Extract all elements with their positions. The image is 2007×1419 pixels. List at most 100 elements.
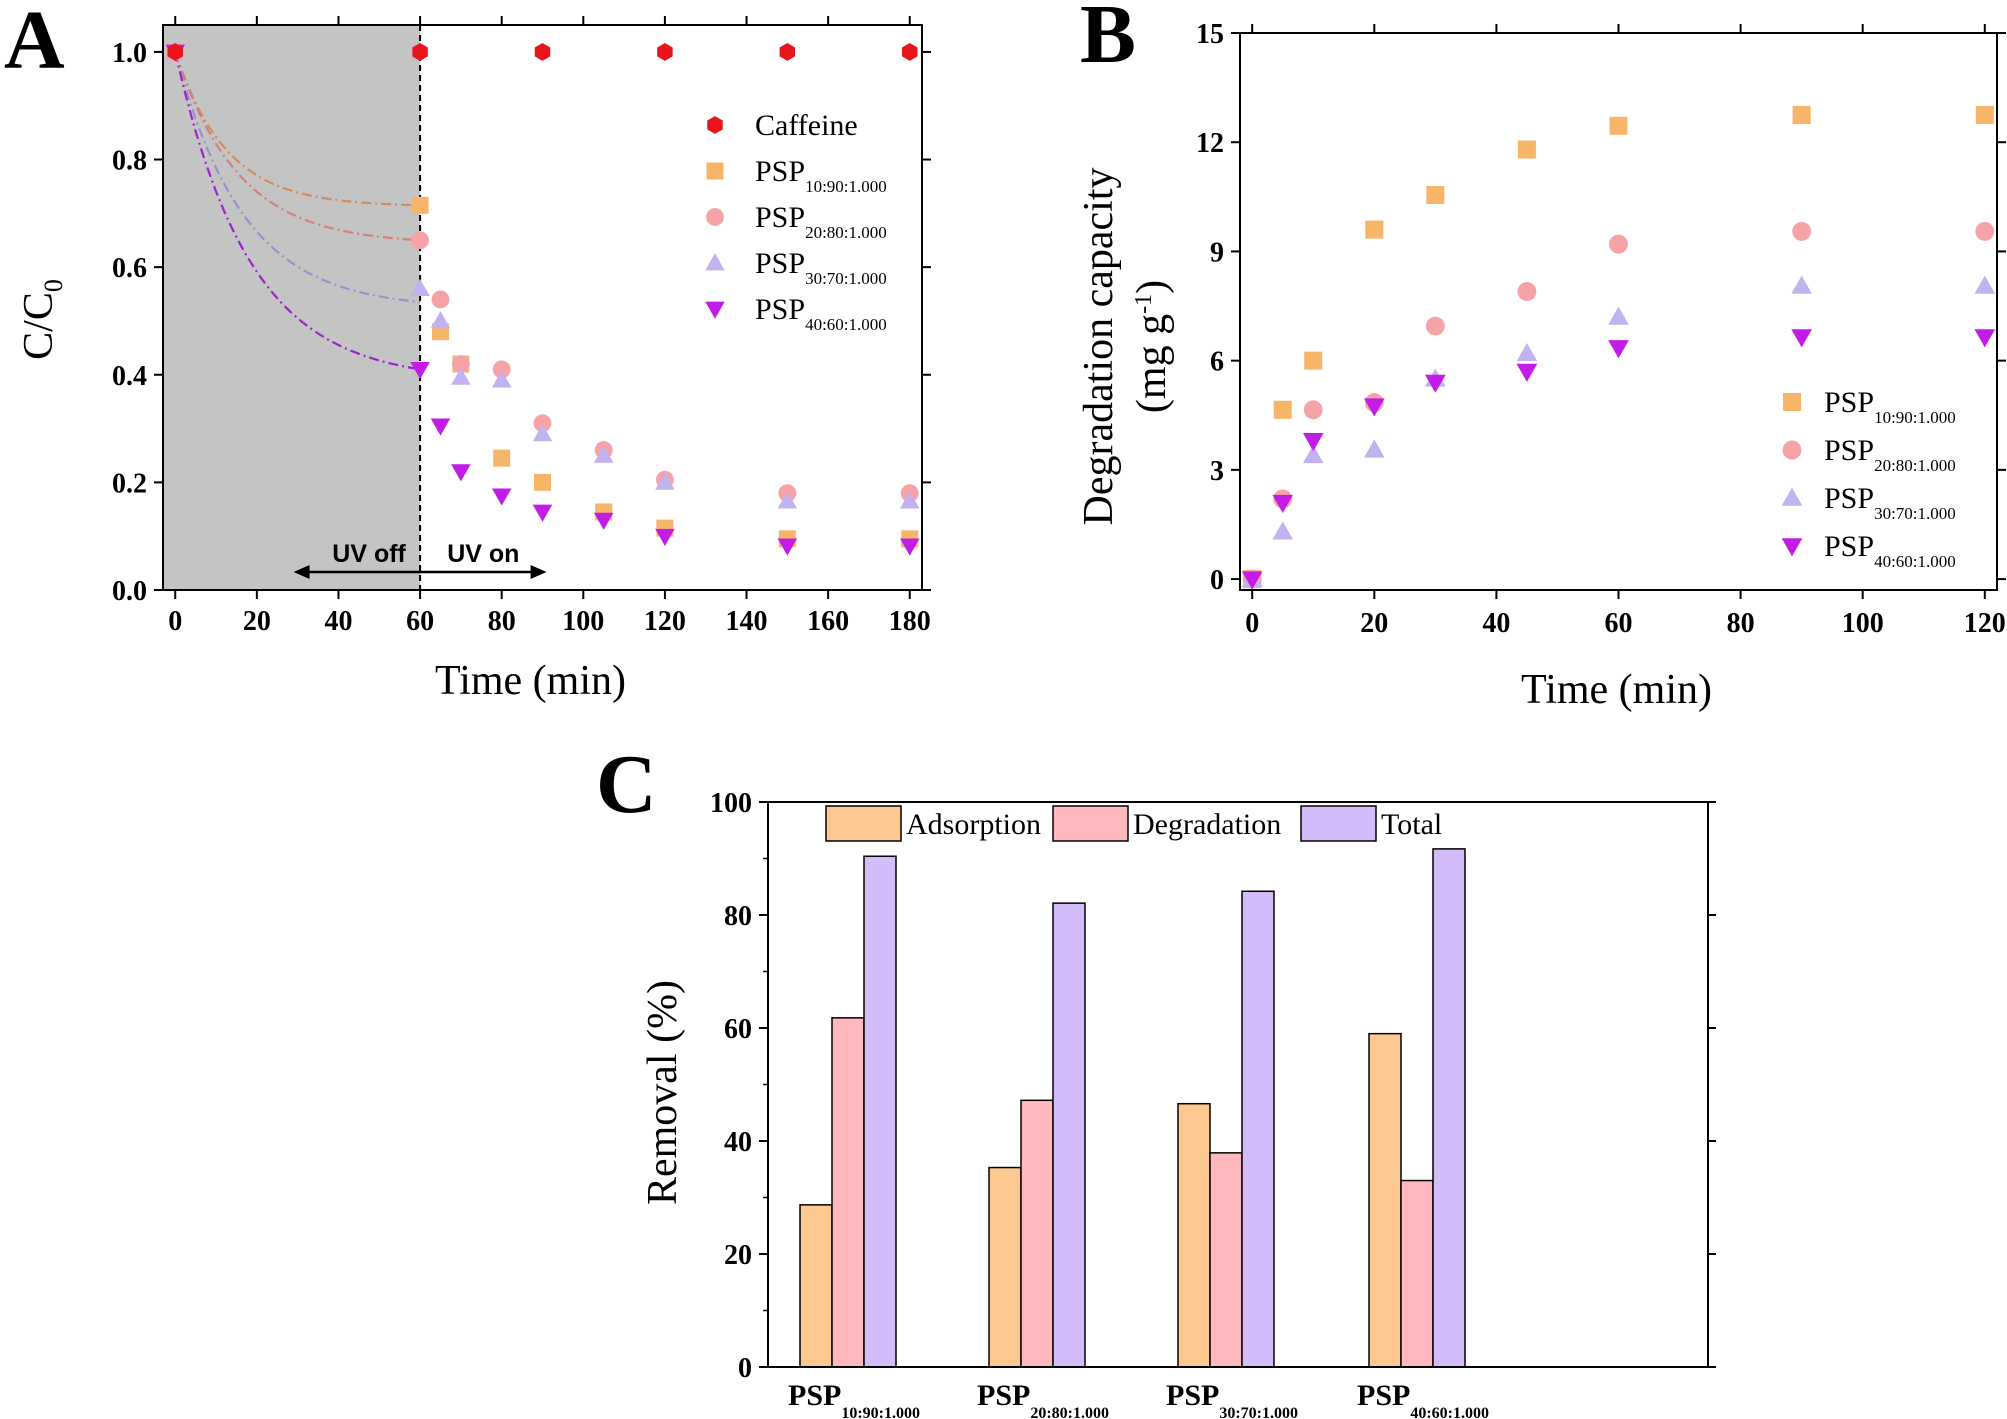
legend-b-name-psp20: PSP [1824,434,1874,467]
legend-b-sub-psp10: 10:90:1.000 [1874,408,1956,427]
category-name-1: PSP [977,1379,1030,1412]
legend-b-label-psp30: PSP30:70:1.000 [1824,482,1956,523]
point-psp30-8 [777,491,798,509]
panel-b-y-axis-label-line2: (mg g-1) [1129,280,1175,413]
bar-adsorption-2 [1177,1102,1211,1368]
point-b-psp40-4 [1425,374,1446,393]
b-x-tick-label-100: 100 [1842,608,1884,639]
legend-b-marker-psp30 [1781,487,1803,506]
b-y-tick-label-12: 12 [1196,128,1224,159]
panel-a-y-label-sub: 0 [39,279,68,292]
b-x-tick-label-80: 80 [1727,608,1755,639]
point-b-psp30-8 [1974,275,1996,294]
uv-on-arrowhead [530,565,547,579]
point-b-psp30-7 [1791,275,1812,294]
bar-total-0 [863,855,897,1368]
point-b-psp10-7 [1792,105,1811,124]
point-psp30-4 [491,370,512,388]
a-x-tick-label-180: 180 [889,606,931,637]
point-b-psp40-2 [1302,432,1324,452]
panel-a-uv-annotation: UV off UV on [163,540,547,591]
legend-name-psp30: PSP [755,247,805,280]
point-b-psp10-1 [1273,400,1292,419]
panel-b-y-axis-label-line1: Degradation capacity [1076,168,1122,526]
category-sub-3: 40:60:1.000 [1410,1405,1489,1419]
point-psp40-9 [899,538,920,556]
a-x-tick-label-140: 140 [726,606,768,637]
point-psp40-7 [655,528,675,546]
legend-b-name-psp40: PSP [1824,530,1874,563]
bar-total-1 [1052,902,1086,1368]
point-b-psp10-6 [1609,116,1628,135]
point-b-psp10-3 [1365,220,1384,239]
uv-off-label: UV off [332,540,406,568]
point-b-psp30-5 [1516,343,1538,362]
legend-c-label-total: Total [1381,808,1442,841]
panel-b-x-axis-label: Time (min) [1521,667,1712,713]
a-y-tick-label-0.4: 0.4 [112,361,147,392]
c-y-tick-label-80: 80 [724,901,752,932]
a-x-tick-label-100: 100 [562,606,604,637]
point-psp20-2 [431,290,450,309]
point-b-psp10-5 [1517,140,1536,159]
a-x-tick-label-40: 40 [324,606,352,637]
point-psp20-3 [451,355,470,373]
point-psp30-2 [430,311,451,329]
legend-sub-psp40: 40:60:1.000 [805,315,887,334]
point-b-psp30-6 [1608,306,1629,325]
legend-label-caffeine: Caffeine [755,109,858,142]
panel-a-y-ticks: 0.0 0.2 0.4 0.6 0.8 1.0 [112,38,931,607]
panel-b-y-label-sup: -1 [1131,294,1157,314]
point-caffeine-1 [412,42,428,61]
point-b-psp40-5 [1516,363,1538,382]
legend-b-name-psp10: PSP [1824,386,1874,419]
point-b-psp40-7 [1791,329,1812,348]
category-label-1: PSP20:80:1.000 [977,1379,1109,1419]
b-x-tick-label-20: 20 [1360,608,1388,639]
a-x-tick-label-20: 20 [243,606,271,637]
legend-c-label-adsorption: Adsorption [906,808,1041,841]
legend-c-swatch-adsorption [825,805,902,842]
point-psp10-4 [493,449,511,467]
point-caffeine-0 [167,42,183,61]
b-x-tick-label-40: 40 [1482,608,1510,639]
point-b-psp20-7 [1792,221,1812,241]
legend-sub-psp30: 30:70:1.000 [805,269,887,288]
category-label-3: PSP40:60:1.000 [1357,1379,1489,1419]
point-psp40-3 [451,464,471,482]
legend-b-label-psp40: PSP40:60:1.000 [1824,530,1956,571]
legend-b-sub-psp40: 40:60:1.000 [1874,552,1956,571]
bar-total-3 [1432,848,1466,1368]
b-x-tick-label-120: 120 [1964,608,2006,639]
series-psp40 [165,44,920,556]
panel-c-bars [799,848,1466,1368]
point-psp30-7 [655,472,675,490]
legend-marker-caffeine [707,116,723,134]
a-y-tick-label-0.8: 0.8 [112,146,147,177]
point-b-psp40-1 [1272,494,1294,513]
panel-c-y-axis-label: Removal (%) [640,980,686,1205]
a-x-tick-label-120: 120 [644,606,686,637]
category-name-0: PSP [788,1379,841,1412]
b-y-tick-label-6: 6 [1210,347,1224,378]
legend-label-psp20: PSP20:80:1.000 [755,201,887,242]
uv-on-label: UV on [447,540,519,568]
legend-c-label-degradation: Degradation [1133,808,1281,841]
c-y-tick-label-20: 20 [724,1240,752,1271]
fit-curve-psp20 [174,51,421,242]
legend-name-caffeine: Caffeine [755,109,858,142]
point-psp40-8 [777,538,798,556]
point-caffeine-5 [902,42,918,61]
point-b-psp40-3 [1363,398,1385,417]
point-b-psp30-2 [1302,444,1324,464]
a-x-tick-label-60: 60 [406,606,434,637]
legend-name-psp10: PSP [755,155,805,188]
point-psp40-1 [410,362,430,380]
bar-degradation-3 [1400,1179,1434,1368]
point-psp30-5 [532,424,553,442]
point-caffeine-3 [657,42,673,61]
panel-b: B 0 20 40 60 80 100 120 0 3 6 9 12 15 Time (min) De… [1076,0,2006,713]
point-b-psp30-3 [1363,439,1385,458]
bar-degradation-2 [1209,1152,1243,1368]
